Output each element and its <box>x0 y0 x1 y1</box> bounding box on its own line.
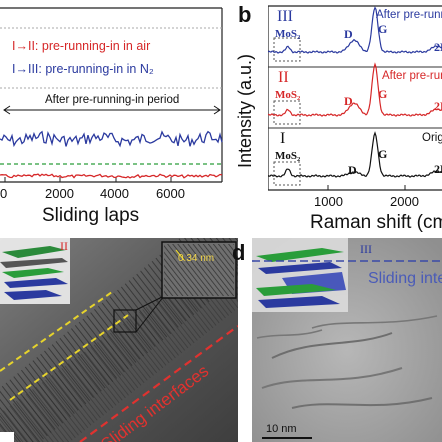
x-tick-4000: 4000 <box>100 186 129 200</box>
panel-d-letter: d <box>232 240 246 265</box>
b-x-tick-2000: 2000 <box>390 194 419 209</box>
spectrum-i-d: D <box>348 163 357 177</box>
panel-b-letter: b <box>238 2 252 27</box>
n2-friction-trace <box>0 130 223 148</box>
panel-d: III Sliding interface 10 nm <box>252 238 442 442</box>
x-tick-6000: 6000 <box>156 186 185 200</box>
spectrum-ii-note: After pre-running-in in air <box>382 70 442 82</box>
period-label: After pre-running-in period <box>45 94 180 106</box>
spectrum-ii-g: G <box>378 87 388 101</box>
x-tick-2000: 2000 <box>45 186 74 200</box>
spectrum-i-note: Original <box>422 132 442 144</box>
spectrum-iii-2d: 2D <box>434 40 442 54</box>
panel-b-xlabel: Raman shift (cm⁻¹) <box>310 212 442 233</box>
panel-d-scalebar: 10 nm <box>266 423 297 435</box>
panel-c-spacing: 0.34 nm <box>178 253 215 264</box>
spectrum-ii-roman: II <box>278 69 289 86</box>
panel-c: II 0.34 nm Sliding interfaces <box>0 238 238 442</box>
panel-a: I→II: pre-running-in in air I→III: pre-r… <box>0 0 230 200</box>
legend-air: I→II: pre-running-in in air <box>12 39 151 53</box>
spectrum-i-g: G <box>378 147 388 161</box>
panel-d-inset-roman: III <box>360 242 372 256</box>
spectrum-ii-2d: 2D <box>434 99 442 113</box>
spectrum-iii-g: G <box>378 22 388 36</box>
spectrum-iii-mos2: MoS₂ <box>275 28 301 40</box>
air-friction-trace <box>0 173 223 179</box>
spectrum-iii-roman: III <box>277 8 293 25</box>
panel-b: III MoS₂ D G After pre-running-in in N₂ … <box>268 0 442 238</box>
b-x-tick-1000: 1000 <box>314 194 343 209</box>
spectrum-ii-d: D <box>344 94 353 108</box>
spectrum-i-2d: 2D <box>434 162 442 176</box>
spectrum-i-trace <box>268 131 442 178</box>
legend-n2: I→III: pre-running-in in N₂ <box>12 62 154 76</box>
panel-b-ylabel: Intensity (a.u.) <box>235 53 255 168</box>
x-tick-0: 0 <box>0 186 8 200</box>
spectrum-ii-mos2: MoS₂ <box>275 89 301 101</box>
panel-d-image <box>252 238 442 442</box>
panel-a-xlabel: Sliding laps <box>42 205 140 226</box>
panel-d-interface: Sliding interface <box>368 270 442 287</box>
panel-c-inset-roman: II <box>60 239 68 253</box>
panel-c-image <box>0 238 238 442</box>
spectrum-i-roman: I <box>280 130 286 147</box>
spectrum-iii-note: After pre-running-in in N₂ <box>376 9 442 21</box>
panel-b-plot <box>268 5 442 191</box>
spectrum-i-mos2: MoS₂ <box>275 150 301 162</box>
spectrum-iii-trace <box>268 6 442 54</box>
spectrum-ii-trace <box>268 62 442 117</box>
spectrum-iii-d: D <box>344 27 353 41</box>
panel-a-plot <box>0 7 223 183</box>
